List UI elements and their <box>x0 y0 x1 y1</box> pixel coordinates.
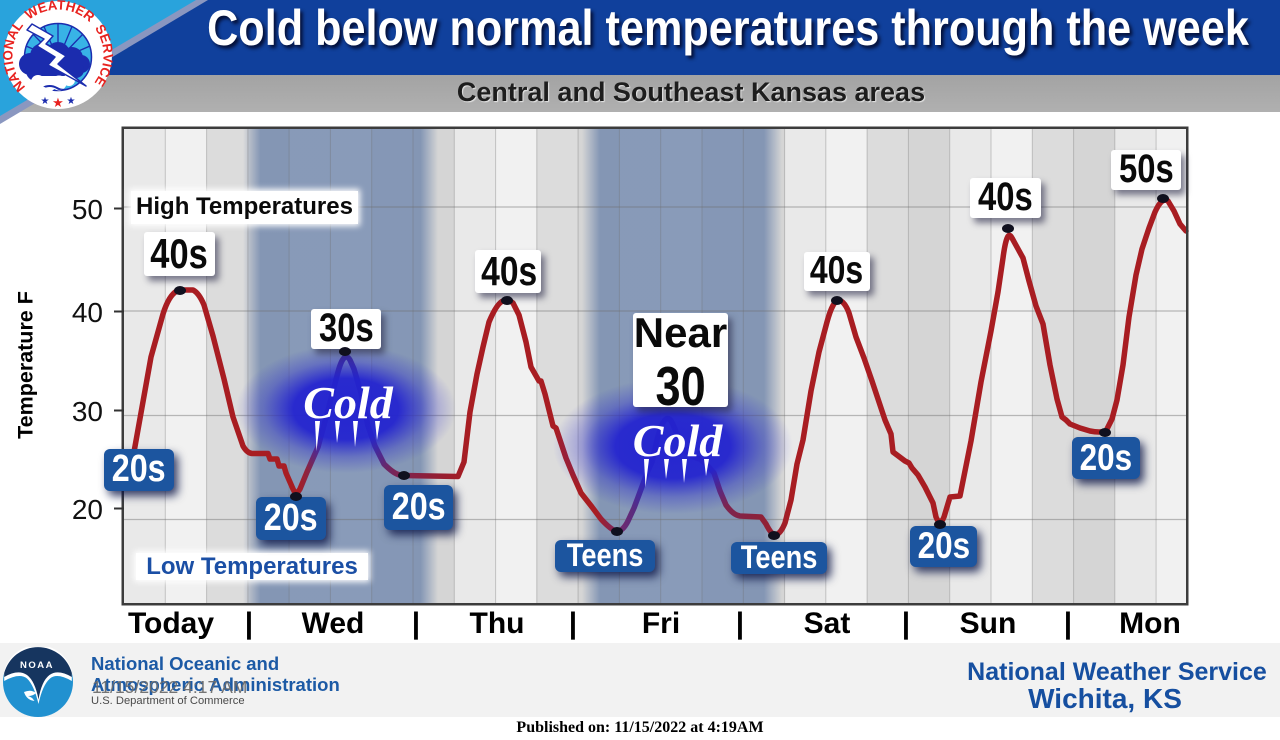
svg-text:★: ★ <box>41 96 50 107</box>
svg-text:★: ★ <box>52 95 64 110</box>
svg-text:NOAA: NOAA <box>20 660 54 671</box>
svg-text:★: ★ <box>67 96 76 107</box>
